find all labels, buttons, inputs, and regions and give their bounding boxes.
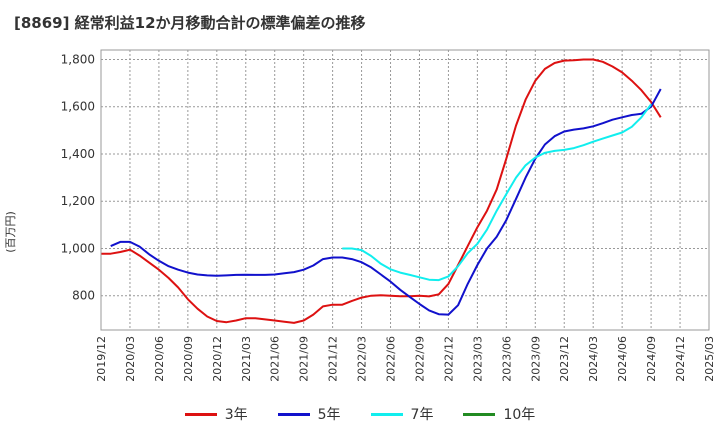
x-tick-label: 2020/06 (153, 336, 166, 382)
y-tick-label: 1,400 (61, 147, 95, 161)
x-tick-label: 2021/06 (269, 336, 282, 382)
legend-item: 7年 (370, 404, 434, 424)
y-tick-label: 1,800 (61, 52, 95, 66)
legend-label: 3年 (224, 407, 248, 423)
x-tick-label: 2022/03 (356, 336, 369, 382)
x-tick-label: 2025/03 (703, 336, 716, 382)
chart-title: [8869] 経常利益12か月移動合計の標準偏差の推移 (14, 14, 366, 32)
y-tick-label: 1,600 (61, 100, 95, 114)
x-tick-label: 2022/09 (413, 336, 426, 382)
series-lines (101, 58, 662, 324)
x-tick-label: 2021/03 (240, 336, 253, 382)
legend-swatch (184, 412, 217, 416)
y-tick-label: 1,200 (61, 194, 95, 208)
x-tick-label: 2023/09 (529, 336, 542, 382)
x-tick-label: 2022/06 (385, 336, 398, 382)
legend-label: 7年 (410, 407, 434, 423)
series-line (110, 88, 662, 316)
x-tick-label: 2021/12 (327, 336, 340, 382)
x-tick-labels: 2019/12 2020/03 2020/06 2020/09 2020/12 2021/… (95, 336, 716, 382)
x-tick-label: 2019/12 (95, 336, 108, 382)
legend-label: 5年 (317, 407, 341, 423)
x-tick-label: 2022/12 (442, 336, 455, 382)
x-tick-label: 2020/12 (211, 336, 224, 382)
grid (101, 50, 709, 330)
plot-frame (100, 49, 710, 331)
legend-item: 3年 (184, 404, 248, 424)
y-tick-labels: 800 1,000 1,200 1,400 1,600 1,800 (61, 52, 95, 302)
x-tick-label: 2023/12 (558, 336, 571, 382)
x-tick-label: 2023/03 (471, 336, 484, 382)
series-line (101, 58, 662, 324)
legend: 3年 5年 7年 10年 (0, 404, 720, 424)
x-tick-label: 2024/03 (587, 336, 600, 382)
y-tick-label: 800 (72, 289, 95, 303)
legend-item: 5年 (277, 404, 341, 424)
x-tick-label: 2024/06 (616, 336, 629, 382)
x-tick-label: 2024/09 (645, 336, 658, 382)
x-tick-label: 2020/03 (124, 336, 137, 382)
x-tick-label: 2023/06 (500, 336, 513, 382)
legend-label: 10年 (503, 407, 536, 423)
x-tick-label: 2024/12 (674, 336, 687, 382)
x-tick-label: 2020/09 (182, 336, 195, 382)
x-tick-label: 2021/09 (298, 336, 311, 382)
legend-swatch (277, 412, 310, 416)
legend-swatch (370, 412, 403, 416)
legend-item: 10年 (463, 404, 535, 424)
y-tick-label: 1,000 (61, 241, 95, 255)
legend-swatch (463, 412, 496, 416)
series-line (342, 103, 652, 282)
